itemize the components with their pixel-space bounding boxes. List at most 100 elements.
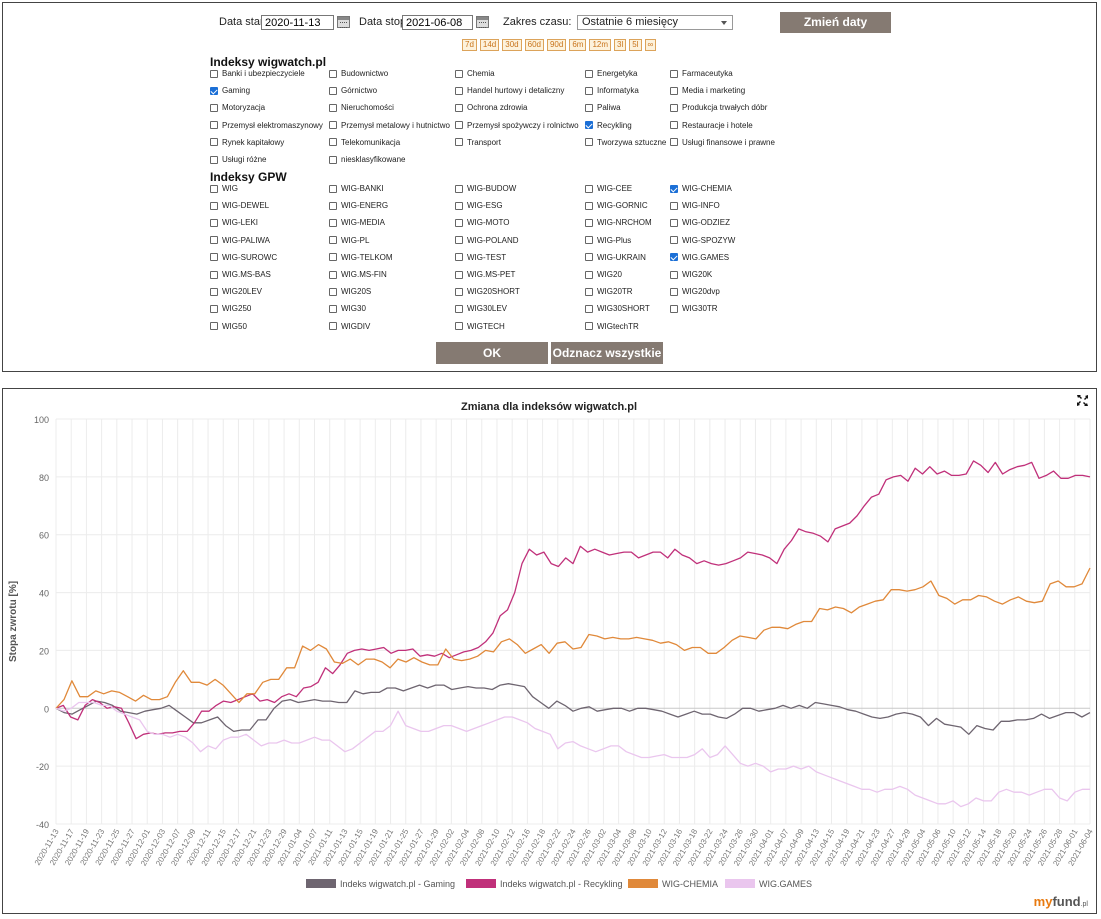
checkbox[interactable]	[585, 184, 593, 193]
checkbox-item[interactable]: WIG50	[210, 322, 247, 331]
checkbox-item[interactable]: WIG-INFO	[670, 201, 720, 210]
range-button[interactable]: 14d	[479, 39, 500, 51]
checkbox-item[interactable]: WIG-NRCHOM	[585, 218, 652, 227]
checkbox[interactable]	[329, 103, 337, 112]
checkbox-item[interactable]: WIG-ESG	[455, 201, 503, 210]
checkbox-item[interactable]: WIGDIV	[329, 322, 370, 331]
range-button[interactable]: 90d	[546, 39, 567, 51]
clear-all-button[interactable]: Odznacz wszystkie	[551, 342, 663, 364]
checkbox-item[interactable]: WIG-SPOZYW	[670, 236, 735, 245]
checkbox[interactable]	[329, 121, 337, 130]
checkbox[interactable]	[329, 155, 337, 164]
checkbox[interactable]	[455, 218, 463, 227]
checkbox[interactable]	[210, 86, 218, 95]
checkbox-item[interactable]: WIG20dvp	[670, 287, 720, 296]
range-button[interactable]: 60d	[524, 39, 544, 51]
checkbox-item[interactable]: WIG30	[329, 304, 366, 313]
checkbox-item[interactable]: Handel hurtowy i detaliczny	[455, 86, 564, 95]
checkbox-item[interactable]: WIG-CEE	[585, 184, 632, 193]
checkbox-item[interactable]: WIG-MEDIA	[329, 218, 385, 227]
checkbox-item[interactable]: WIG30TR	[670, 304, 718, 313]
checkbox[interactable]	[329, 322, 337, 331]
checkbox[interactable]	[670, 304, 678, 313]
checkbox[interactable]	[329, 236, 337, 245]
checkbox[interactable]	[210, 138, 218, 147]
checkbox-item[interactable]: Przemysł metalowy i hutnictwo	[329, 121, 450, 130]
checkbox-item[interactable]: WIG-DEWEL	[210, 201, 269, 210]
range-select[interactable]: Ostatnie 6 miesięcy	[577, 15, 733, 30]
checkbox[interactable]	[329, 270, 337, 279]
range-button[interactable]: 5l	[629, 39, 642, 51]
checkbox-item[interactable]: WIG.MS-FIN	[329, 270, 387, 279]
checkbox-item[interactable]: WIG-UKRAIN	[585, 253, 646, 262]
checkbox-item[interactable]: WIG-Plus	[585, 236, 631, 245]
checkbox-item[interactable]: Energetyka	[585, 69, 637, 78]
checkbox[interactable]	[210, 201, 218, 210]
checkbox[interactable]	[585, 322, 593, 331]
checkbox[interactable]	[585, 218, 593, 227]
checkbox-item[interactable]: Informatyka	[585, 86, 639, 95]
checkbox-item[interactable]: WIG-TEST	[455, 253, 506, 262]
checkbox[interactable]	[210, 270, 218, 279]
checkbox-item[interactable]: WIG-POLAND	[455, 236, 519, 245]
checkbox[interactable]	[585, 253, 593, 262]
checkbox-item[interactable]: WIG-MOTO	[455, 218, 510, 227]
checkbox[interactable]	[455, 201, 463, 210]
checkbox-item[interactable]: WIG-CHEMIA	[670, 184, 732, 193]
range-button[interactable]: 7d	[462, 39, 477, 51]
checkbox[interactable]	[670, 287, 678, 296]
checkbox-item[interactable]: Paliwa	[585, 103, 621, 112]
checkbox-item[interactable]: Produkcja trwałych dóbr	[670, 103, 767, 112]
checkbox-item[interactable]: WIG-BANKI	[329, 184, 384, 193]
checkbox[interactable]	[210, 155, 218, 164]
checkbox[interactable]	[585, 304, 593, 313]
checkbox[interactable]	[210, 322, 218, 331]
stop-date-input[interactable]	[402, 15, 473, 30]
checkbox[interactable]	[585, 270, 593, 279]
checkbox-item[interactable]: Telekomunikacja	[329, 138, 400, 147]
checkbox[interactable]	[670, 270, 678, 279]
checkbox-item[interactable]: WIG-LEKI	[210, 218, 258, 227]
checkbox[interactable]	[210, 69, 218, 78]
checkbox[interactable]	[585, 103, 593, 112]
checkbox[interactable]	[455, 121, 463, 130]
checkbox-item[interactable]: WIG30LEV	[455, 304, 507, 313]
checkbox[interactable]	[329, 304, 337, 313]
checkbox-item[interactable]: WIG20LEV	[210, 287, 262, 296]
change-dates-button[interactable]: Zmień daty	[780, 12, 891, 33]
checkbox[interactable]	[670, 86, 678, 95]
checkbox-item[interactable]: Farmaceutyka	[670, 69, 733, 78]
checkbox[interactable]	[670, 138, 678, 147]
start-calendar-icon[interactable]	[337, 16, 350, 28]
checkbox[interactable]	[210, 236, 218, 245]
checkbox-item[interactable]: Restauracje i hotele	[670, 121, 753, 130]
checkbox-item[interactable]: Tworzywa sztuczne	[585, 138, 666, 147]
checkbox-item[interactable]: Usługi finansowe i prawne	[670, 138, 775, 147]
checkbox-item[interactable]: Recykling	[585, 121, 632, 130]
checkbox-item[interactable]: Motoryzacja	[210, 103, 265, 112]
checkbox[interactable]	[455, 86, 463, 95]
checkbox[interactable]	[455, 103, 463, 112]
checkbox[interactable]	[455, 304, 463, 313]
checkbox[interactable]	[585, 138, 593, 147]
checkbox-item[interactable]: Przemysł elektromaszynowy	[210, 121, 323, 130]
checkbox[interactable]	[210, 253, 218, 262]
checkbox-item[interactable]: WIG30SHORT	[585, 304, 650, 313]
range-button[interactable]: 30d	[502, 39, 522, 51]
checkbox-item[interactable]: Chemia	[455, 69, 495, 78]
checkbox[interactable]	[210, 184, 218, 193]
checkbox[interactable]	[455, 322, 463, 331]
checkbox-item[interactable]: niesklasyfikowane	[329, 155, 405, 164]
checkbox[interactable]	[585, 236, 593, 245]
start-date-input[interactable]	[261, 15, 334, 30]
checkbox[interactable]	[329, 86, 337, 95]
checkbox[interactable]	[455, 69, 463, 78]
checkbox-item[interactable]: WIG20SHORT	[455, 287, 520, 296]
fullscreen-icon[interactable]	[1077, 395, 1088, 406]
checkbox-item[interactable]: Usługi różne	[210, 155, 266, 164]
checkbox-item[interactable]: WIG20K	[670, 270, 712, 279]
range-button[interactable]: ∞	[644, 39, 657, 51]
checkbox-item[interactable]: Transport	[455, 138, 501, 147]
checkbox[interactable]	[670, 253, 678, 262]
checkbox[interactable]	[329, 184, 337, 193]
